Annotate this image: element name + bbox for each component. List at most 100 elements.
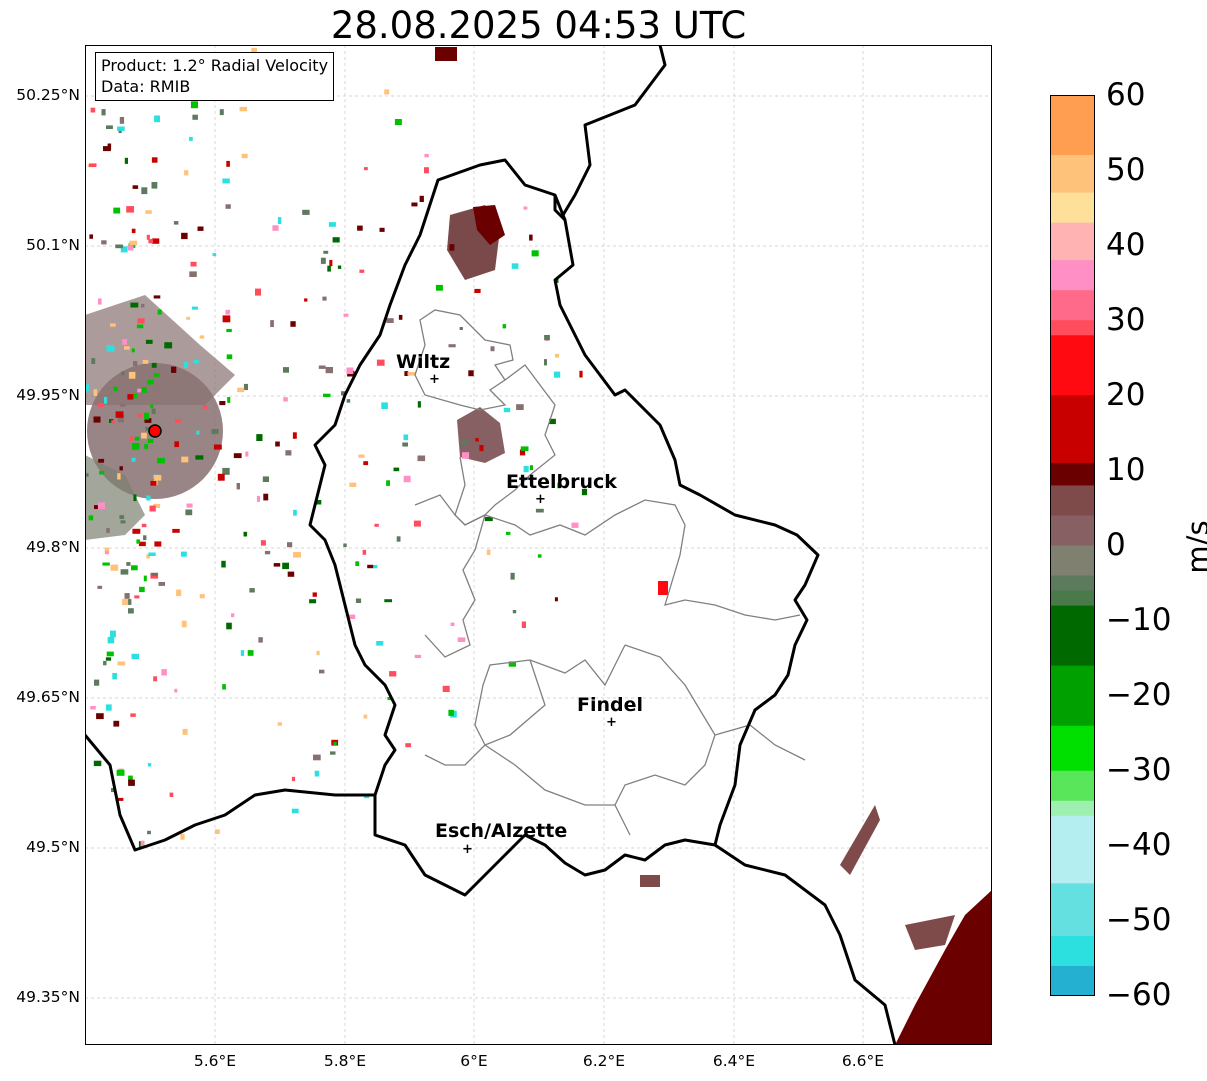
radar-speckle-pixel — [133, 361, 138, 366]
radar-speckle-pixel — [153, 373, 160, 377]
radar-speckle-pixel — [132, 185, 139, 189]
radar-speckle-pixel — [173, 221, 179, 225]
radar-speckle-pixel — [225, 309, 231, 315]
radar-speckle-pixel — [90, 107, 96, 113]
radar-speckle-pixel — [349, 614, 356, 619]
colorbar-band — [1050, 545, 1095, 577]
radar-speckle-pixel — [184, 170, 189, 176]
echo-cluster-southeast — [895, 890, 992, 1045]
radar-speckle-pixel — [105, 551, 109, 555]
radar-speckle-pixel — [341, 391, 346, 396]
radar-speckle-pixel — [133, 393, 138, 399]
radar-speckle-pixel — [555, 353, 560, 358]
radar-speckle-pixel — [174, 441, 179, 448]
radar-speckle-pixel — [226, 354, 233, 360]
radar-speckle-pixel — [398, 314, 403, 320]
city-label-ettelbruck: Ettelbruck — [506, 471, 617, 493]
radar-speckle-pixel — [553, 371, 561, 378]
radar-speckle-pixel — [474, 288, 481, 293]
radar-speckle-pixel — [264, 550, 271, 555]
radar-speckle-pixel — [164, 342, 173, 349]
radar-speckle-pixel — [85, 384, 90, 391]
radar-speckle-pixel — [144, 412, 150, 420]
colorbar-band — [1050, 395, 1095, 464]
radar-speckle-pixel — [414, 654, 422, 658]
radar-speckle-pixel — [96, 713, 104, 720]
radar-speckle-pixel — [484, 517, 493, 522]
colorbar-band — [1050, 485, 1095, 517]
radar-speckle-pixel — [115, 411, 124, 418]
radar-speckle-pixel — [186, 316, 191, 320]
radar-speckle-pixel — [313, 754, 321, 761]
radar-speckle-pixel — [417, 455, 426, 462]
radar-speckle-pixel — [158, 582, 165, 586]
radar-speckle-pixel — [199, 594, 205, 599]
radar-speckle-pixel — [219, 401, 226, 406]
lat-tick-label: 49.5°N — [26, 838, 80, 856]
lat-tick-label: 50.25°N — [16, 86, 80, 104]
radar-speckle-pixel — [384, 599, 392, 603]
city-esch-alzette: Esch/Alzette + — [435, 820, 567, 857]
radar-speckle-pixel — [359, 269, 365, 273]
canton-boundary-middle — [414, 494, 801, 621]
city-marker-wiltz: + — [429, 372, 440, 387]
national-borders — [85, 45, 897, 1045]
radar-speckle-pixel — [196, 430, 200, 435]
radar-speckle-pixel — [120, 569, 129, 575]
canton-boundary-grevenmacher — [714, 724, 806, 761]
radar-speckle-pixel — [128, 599, 132, 605]
radar-speckle-pixel — [413, 520, 421, 527]
map-background — [85, 45, 992, 1045]
radar-speckle-pixel — [181, 456, 189, 463]
radar-speckle-pixel — [182, 728, 188, 735]
radar-speckle-pixel — [113, 207, 121, 214]
radar-speckle-pixel — [150, 480, 157, 486]
radar-speckle-pixel — [363, 461, 369, 466]
radar-speckle-pixel — [396, 536, 401, 542]
lat-tick-label: 50.1°N — [26, 236, 80, 254]
radar-speckle-pixel — [138, 541, 146, 547]
radar-speckle-pixel — [106, 651, 114, 657]
radar-speckle-pixel — [141, 303, 145, 308]
radar-speckle-pixel — [376, 359, 385, 366]
radar-speckle-pixel — [111, 420, 115, 424]
colorbar-band — [1050, 965, 1095, 996]
border-france-germany — [714, 843, 897, 1045]
radar-speckle-pixel — [293, 509, 297, 516]
radar-speckle-pixel — [193, 359, 199, 364]
radar-speckle-pixel — [137, 318, 145, 324]
radar-speckle-pixel — [185, 509, 193, 516]
city-label-findel: Findel — [577, 694, 643, 716]
radar-speckle-pixel — [381, 402, 388, 409]
radar-speckle-pixel — [136, 324, 144, 329]
radar-speckle-pixel — [88, 515, 94, 521]
radar-speckle-pixel — [270, 320, 274, 327]
radar-speckle-pixel — [93, 389, 98, 396]
radar-speckle-pixel — [511, 263, 519, 269]
border-germany-belgium-north — [553, 45, 667, 222]
radar-speckle-pixel — [402, 442, 408, 447]
radar-speckle-pixel — [101, 109, 106, 116]
radar-speckle-pixel — [91, 358, 96, 364]
colorbar-band — [1050, 95, 1095, 156]
radar-speckle-pixel — [120, 403, 126, 407]
radar-speckle-pixel — [128, 371, 136, 379]
colorbar-band — [1050, 605, 1095, 667]
colorbar-tick-label: −50 — [1106, 902, 1172, 938]
radar-speckle-pixel — [226, 160, 230, 167]
colorbar-band — [1050, 883, 1095, 937]
radar-speckle-pixel — [189, 136, 193, 141]
radar-speckle-pixel — [137, 413, 143, 418]
radar-speckle-pixel — [131, 565, 138, 571]
colorbar-tick-label: −20 — [1106, 677, 1172, 713]
radar-speckle-pixel — [147, 830, 151, 835]
map-border — [85, 45, 992, 1045]
radar-speckle-pixel — [448, 709, 454, 716]
radar-speckle-pixel — [490, 346, 495, 352]
radar-speckle-pixel — [367, 564, 374, 569]
radar-speckle-pixel — [247, 650, 254, 656]
echo-core-north — [473, 205, 505, 245]
radar-speckle-pixel — [231, 613, 235, 618]
radar-speckle-pixel — [328, 222, 336, 227]
radar-speckle-pixel — [237, 387, 245, 393]
